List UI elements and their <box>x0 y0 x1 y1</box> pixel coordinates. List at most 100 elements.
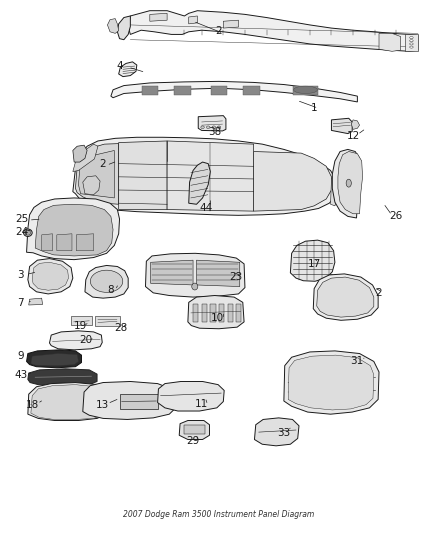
Text: 2007 Dodge Ram 3500 Instrument Panel Diagram: 2007 Dodge Ram 3500 Instrument Panel Dia… <box>124 510 314 519</box>
Ellipse shape <box>293 86 318 93</box>
Text: 9: 9 <box>18 351 24 361</box>
Polygon shape <box>290 240 335 281</box>
Polygon shape <box>119 141 167 209</box>
Text: 2: 2 <box>215 26 223 36</box>
Text: 4: 4 <box>116 61 123 71</box>
Text: 2: 2 <box>376 288 382 298</box>
Polygon shape <box>35 204 113 256</box>
Polygon shape <box>219 304 224 322</box>
Text: 33: 33 <box>277 427 290 438</box>
Polygon shape <box>223 20 238 28</box>
Polygon shape <box>254 418 299 446</box>
Polygon shape <box>197 260 240 287</box>
Polygon shape <box>254 151 332 211</box>
Polygon shape <box>338 151 363 214</box>
Ellipse shape <box>217 126 221 128</box>
Ellipse shape <box>410 39 413 42</box>
Polygon shape <box>189 16 198 24</box>
Polygon shape <box>150 13 167 21</box>
Text: 29: 29 <box>187 435 200 446</box>
Ellipse shape <box>410 46 413 48</box>
Polygon shape <box>28 259 73 294</box>
Text: 44: 44 <box>199 204 213 214</box>
Polygon shape <box>202 304 207 322</box>
Text: 8: 8 <box>108 285 114 295</box>
Polygon shape <box>379 34 401 51</box>
Polygon shape <box>331 172 338 206</box>
Polygon shape <box>243 86 260 94</box>
Polygon shape <box>236 304 241 322</box>
Polygon shape <box>117 16 131 39</box>
Polygon shape <box>29 298 42 305</box>
Polygon shape <box>332 149 361 218</box>
Text: 43: 43 <box>14 369 28 379</box>
Polygon shape <box>73 138 337 215</box>
Polygon shape <box>332 118 352 134</box>
Polygon shape <box>78 150 114 198</box>
Text: 2: 2 <box>99 159 106 168</box>
Polygon shape <box>128 11 418 51</box>
Polygon shape <box>31 353 78 366</box>
Polygon shape <box>293 86 318 94</box>
Text: 24: 24 <box>16 227 29 237</box>
Ellipse shape <box>346 179 351 187</box>
Polygon shape <box>119 62 137 77</box>
Polygon shape <box>27 350 81 368</box>
Polygon shape <box>351 120 360 130</box>
Polygon shape <box>75 143 119 204</box>
Text: 23: 23 <box>230 272 243 282</box>
Ellipse shape <box>212 126 215 128</box>
Text: 11: 11 <box>195 399 208 409</box>
Ellipse shape <box>206 126 210 128</box>
Bar <box>95 316 120 326</box>
Text: 38: 38 <box>208 127 221 137</box>
Polygon shape <box>111 82 357 102</box>
Text: 26: 26 <box>390 212 403 221</box>
Polygon shape <box>49 331 102 350</box>
Ellipse shape <box>192 283 198 290</box>
Polygon shape <box>57 234 72 251</box>
Polygon shape <box>73 144 98 172</box>
Polygon shape <box>167 141 254 211</box>
Ellipse shape <box>25 230 31 235</box>
Text: 3: 3 <box>18 270 24 280</box>
Polygon shape <box>288 355 374 410</box>
Polygon shape <box>73 145 87 162</box>
Polygon shape <box>42 234 53 251</box>
Text: 20: 20 <box>80 335 93 345</box>
Polygon shape <box>284 351 379 414</box>
Polygon shape <box>85 265 128 298</box>
Text: 25: 25 <box>16 214 29 224</box>
Bar <box>184 425 205 434</box>
Text: 1: 1 <box>311 103 318 114</box>
Text: 17: 17 <box>307 259 321 269</box>
Ellipse shape <box>90 270 123 292</box>
Polygon shape <box>317 277 374 317</box>
Polygon shape <box>27 198 120 260</box>
Text: 13: 13 <box>95 400 109 410</box>
Polygon shape <box>158 382 224 411</box>
Text: 31: 31 <box>350 357 363 367</box>
Text: 10: 10 <box>211 313 224 323</box>
Ellipse shape <box>201 126 204 128</box>
Polygon shape <box>32 262 68 290</box>
Polygon shape <box>83 176 100 195</box>
Text: 28: 28 <box>114 322 127 333</box>
Polygon shape <box>189 162 210 204</box>
Ellipse shape <box>410 43 413 45</box>
Polygon shape <box>31 385 109 419</box>
Text: 18: 18 <box>25 400 39 410</box>
Polygon shape <box>173 86 191 94</box>
Polygon shape <box>28 369 97 386</box>
Polygon shape <box>313 274 378 320</box>
Bar <box>120 394 159 409</box>
Polygon shape <box>76 234 94 251</box>
Text: 19: 19 <box>74 320 87 330</box>
Polygon shape <box>188 295 244 329</box>
Polygon shape <box>405 35 418 51</box>
Polygon shape <box>198 116 226 131</box>
Polygon shape <box>83 382 177 419</box>
Ellipse shape <box>410 37 413 39</box>
Text: 12: 12 <box>346 131 360 141</box>
Polygon shape <box>151 260 193 285</box>
